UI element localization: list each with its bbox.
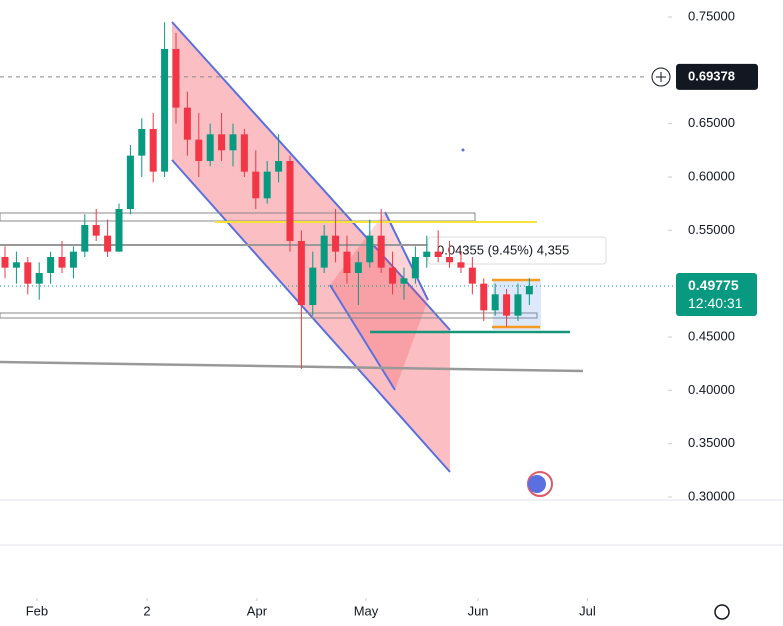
candle-body [525,286,533,295]
candle-body [240,134,248,172]
candle-body [514,294,522,316]
x-tick-label: Feb [26,603,48,618]
candle-body [47,256,55,273]
candle-body [389,267,397,284]
candle-body [195,139,203,161]
candle-body [503,294,511,316]
x-tick-label: Jun [468,603,489,618]
countdown-label: 12:40:31 [688,295,743,311]
candle-body [206,134,214,161]
candle-body [275,160,283,172]
dot [461,148,465,152]
candle-body [480,283,488,311]
candle-body [411,256,419,279]
candle-body [468,267,476,284]
y-tick-label: 0.35000 [688,435,735,450]
channel-line [171,159,451,473]
candle-body [138,128,146,156]
candle-body [491,294,499,311]
y-tick-label: 0.55000 [688,222,735,237]
add-icon [656,72,666,82]
candle-body [309,267,317,305]
candle-body [423,251,431,257]
candle-body [332,235,340,252]
zone-box [0,312,538,319]
candle-body [354,262,362,273]
candle-body [297,240,305,305]
candle-body [58,256,66,268]
candle-body [343,251,351,273]
y-tick-label: 0.60000 [688,168,735,183]
candle-body [126,155,134,209]
candle-body [12,262,20,268]
last-price-label: 0.49775 [688,277,739,293]
channel-line [329,284,396,391]
candle-body [81,224,89,252]
candle-body [286,160,294,241]
candle-body [149,128,157,172]
x-tick-label: Apr [247,603,268,618]
channel-fill [330,212,428,390]
candle-body [400,278,408,284]
candle-body [115,208,123,252]
candle-body [446,256,454,263]
candle-body [263,171,271,199]
y-tick-label: 0.65000 [688,115,735,130]
y-tick-label: 0.30000 [688,488,735,503]
candle-body [377,235,385,268]
candle-body [69,251,77,268]
add-icon[interactable] [651,67,671,87]
event-icon [528,475,546,493]
candle-body [161,48,169,172]
candle-body [104,235,112,252]
x-tick-label: May [354,603,379,618]
candle-body [1,256,9,268]
x-tick-label: 2 [143,603,150,618]
channel-line [384,211,429,301]
candle-body [229,134,237,151]
candle-body [172,48,180,108]
candle-body [183,107,191,140]
candle-body [434,251,442,257]
y-tick-label: 0.75000 [688,8,735,23]
overlay: 0.69378 0.49775 12:40:31 [0,63,758,317]
last-price-box [676,273,757,317]
candle-body [252,171,260,199]
candle-body [24,262,32,284]
candle-body [457,262,465,268]
candle-body [366,235,374,263]
candle-body [320,235,328,268]
settings-icon[interactable] [714,604,730,620]
x-tick-label: Jul [579,603,596,618]
candle-body [218,134,226,151]
price-label: 0.69378 [688,68,735,83]
candle-body [92,224,100,236]
y-tick-label: 0.40000 [688,382,735,397]
measure-label: 0.04355 (9.45%) 4,355 [437,242,569,257]
y-tick-label: 0.45000 [688,328,735,343]
trend-line [0,360,584,373]
price-label-box [676,63,758,90]
candle-body [35,272,43,284]
